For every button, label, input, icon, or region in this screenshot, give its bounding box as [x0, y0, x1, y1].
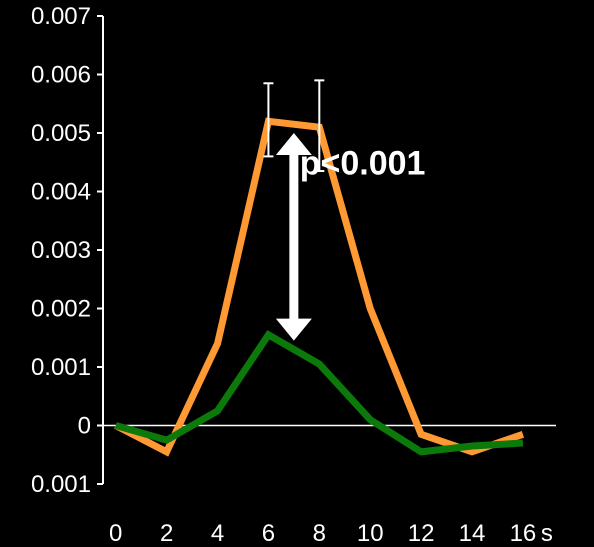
significance-double-arrow — [275, 133, 312, 341]
chart-axes — [97, 15, 556, 485]
x-tick-label: 0 — [109, 520, 122, 547]
y-tick-label: 0.002 — [31, 296, 91, 323]
y-tick-label: 0 — [78, 413, 91, 440]
x-tick-label: 12 — [408, 520, 435, 547]
y-tick-label: 0.001 — [31, 471, 91, 498]
x-tick-label: 8 — [313, 520, 326, 547]
error-bars — [263, 79, 325, 173]
y-tick-label: 0.007 — [31, 3, 91, 30]
error-bar — [314, 79, 325, 173]
x-tick-label: 2 — [160, 520, 173, 547]
arrow-head-up — [275, 133, 312, 155]
error-bar — [263, 82, 274, 158]
x-tick-label: 10 — [357, 520, 384, 547]
p-value-label: p<0.001 — [300, 144, 426, 182]
annotations: p<0.001 — [275, 133, 426, 341]
y-tick-label: 0.006 — [31, 62, 91, 89]
x-tick-label: 4 — [211, 520, 224, 547]
y-tick-label: 0.004 — [31, 179, 91, 206]
arrow-head-down — [275, 318, 312, 341]
x-unit-label: s — [541, 520, 553, 547]
y-tick-label: 0.003 — [31, 237, 91, 264]
series-line-green — [114, 330, 524, 456]
x-tick-label: 16 — [510, 520, 537, 547]
tick-labels: 0.007 0.006 0.005 0.004 0.003 0.002 0.001 0 0.00… — [31, 3, 553, 547]
y-tick-label: 0.001 — [31, 354, 91, 381]
x-tick-label: 14 — [459, 520, 486, 547]
y-tick-label: 0.005 — [31, 120, 91, 147]
x-tick-label: 6 — [262, 520, 275, 547]
